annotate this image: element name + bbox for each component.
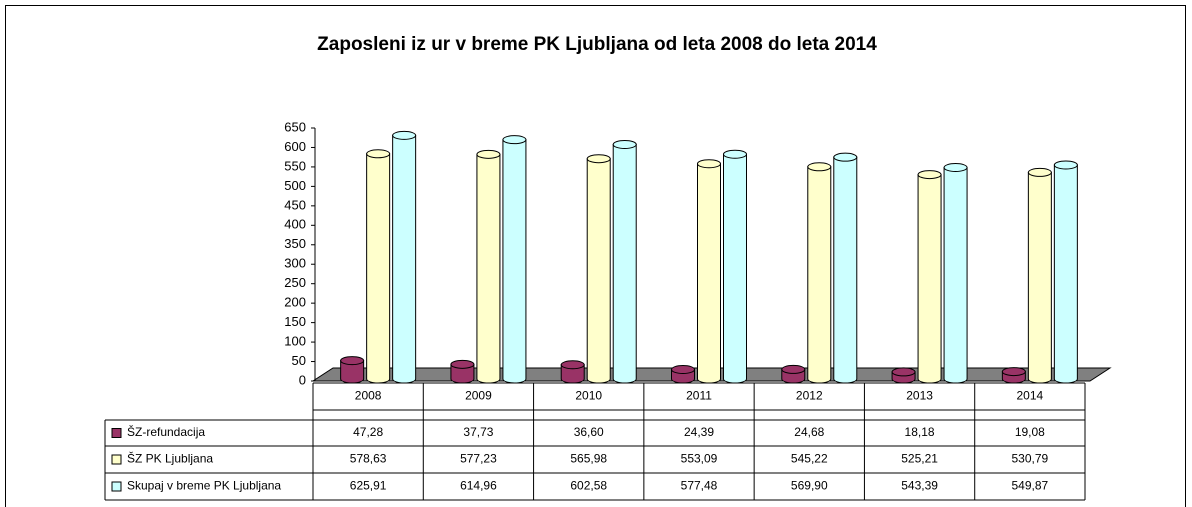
cylinder-top — [781, 364, 806, 374]
cylinder-top — [450, 359, 475, 369]
cylinder-top — [671, 365, 695, 375]
value-label: 577,48 — [681, 479, 718, 493]
x-tick-label: 2008 — [355, 389, 382, 403]
x-tick-label: 2012 — [796, 389, 823, 403]
cylinder-top — [697, 159, 721, 169]
y-tick-label: 400 — [284, 217, 306, 232]
cylinder — [723, 153, 747, 384]
y-tick-label: 350 — [284, 236, 306, 251]
cylinder — [917, 174, 942, 384]
value-label: 543,39 — [901, 479, 938, 493]
cylinder-top — [891, 367, 916, 377]
x-tick-label: 2014 — [1017, 389, 1044, 403]
x-tick-label: 2009 — [465, 389, 492, 403]
y-tick-label: 0 — [299, 372, 306, 387]
y-tick-label: 200 — [284, 295, 306, 310]
cylinder-top — [833, 152, 858, 162]
cylinder-top — [612, 139, 637, 149]
cylinder — [1027, 171, 1052, 384]
cylinder-top — [807, 162, 832, 172]
y-tick-label: 300 — [284, 256, 306, 271]
legend-label: Skupaj v breme PK Ljubljana — [127, 479, 281, 493]
value-label: 602,58 — [570, 479, 607, 493]
cylinder-top — [1001, 367, 1026, 377]
y-tick-label: 500 — [284, 178, 306, 193]
cylinder — [586, 158, 611, 384]
legend-swatch — [111, 454, 122, 465]
cylinder-top — [943, 162, 968, 172]
cylinder — [807, 166, 832, 384]
legend-swatch — [111, 428, 122, 438]
cylinder-top — [366, 149, 391, 159]
y-tick-label: 250 — [284, 275, 306, 290]
value-label: 24,39 — [684, 425, 714, 439]
value-label: 614,96 — [460, 479, 497, 493]
value-label: 565,98 — [570, 452, 607, 466]
cylinder-top — [1027, 167, 1052, 177]
cylinder — [476, 153, 501, 384]
legend-swatch — [111, 481, 122, 492]
value-label: 18,18 — [905, 425, 935, 439]
value-label: 578,63 — [350, 452, 387, 466]
y-tick-label: 150 — [284, 314, 306, 329]
chart-title: Zaposleni iz ur v breme PK Ljubljana od … — [317, 34, 877, 55]
y-tick-label: 100 — [284, 334, 306, 349]
cylinder — [833, 156, 858, 384]
legend-label: ŠZ-refundacija — [127, 424, 205, 439]
cylinder — [450, 363, 475, 384]
y-tick-label: 650 — [284, 119, 306, 134]
cylinder — [340, 360, 365, 384]
value-label: 549,87 — [1012, 479, 1049, 493]
value-label: 19,08 — [1015, 425, 1045, 439]
cylinder-top — [560, 360, 585, 370]
cylinder-top — [586, 154, 611, 164]
value-label: 47,28 — [353, 425, 383, 439]
x-tick-label: 2013 — [906, 389, 933, 403]
cylinder — [502, 139, 527, 384]
cylinder-top — [476, 149, 501, 159]
cylinder — [612, 143, 637, 384]
cylinder-top — [502, 135, 527, 145]
cylinder — [1053, 164, 1078, 384]
y-tick-label: 600 — [284, 139, 306, 154]
value-label: 525,21 — [901, 452, 938, 466]
cylinder-top — [723, 149, 747, 159]
value-label: 24,68 — [794, 425, 824, 439]
value-label: 569,90 — [791, 479, 828, 493]
x-tick-label: 2011 — [686, 389, 712, 403]
x-tick-label: 2010 — [575, 389, 602, 403]
cylinder — [697, 163, 721, 384]
y-tick-label: 550 — [284, 158, 306, 173]
y-tick-label: 450 — [284, 197, 306, 212]
cylinder-top — [340, 356, 365, 366]
cylinder — [943, 166, 968, 384]
value-label: 577,23 — [460, 452, 497, 466]
value-label: 37,73 — [463, 425, 493, 439]
value-label: 545,22 — [791, 452, 828, 466]
cylinder-top — [392, 130, 417, 140]
value-label: 530,79 — [1012, 452, 1049, 466]
legend-label: ŠZ PK Ljubljana — [127, 451, 213, 466]
value-label: 625,91 — [350, 479, 387, 493]
cylinder — [366, 153, 391, 384]
cylinder-top — [1053, 160, 1078, 170]
cylinder — [392, 134, 417, 384]
cylinder — [560, 364, 585, 384]
value-label: 36,60 — [574, 425, 604, 439]
y-tick-label: 50 — [292, 353, 306, 368]
cylinder-top — [917, 170, 942, 180]
value-label: 553,09 — [681, 452, 718, 466]
